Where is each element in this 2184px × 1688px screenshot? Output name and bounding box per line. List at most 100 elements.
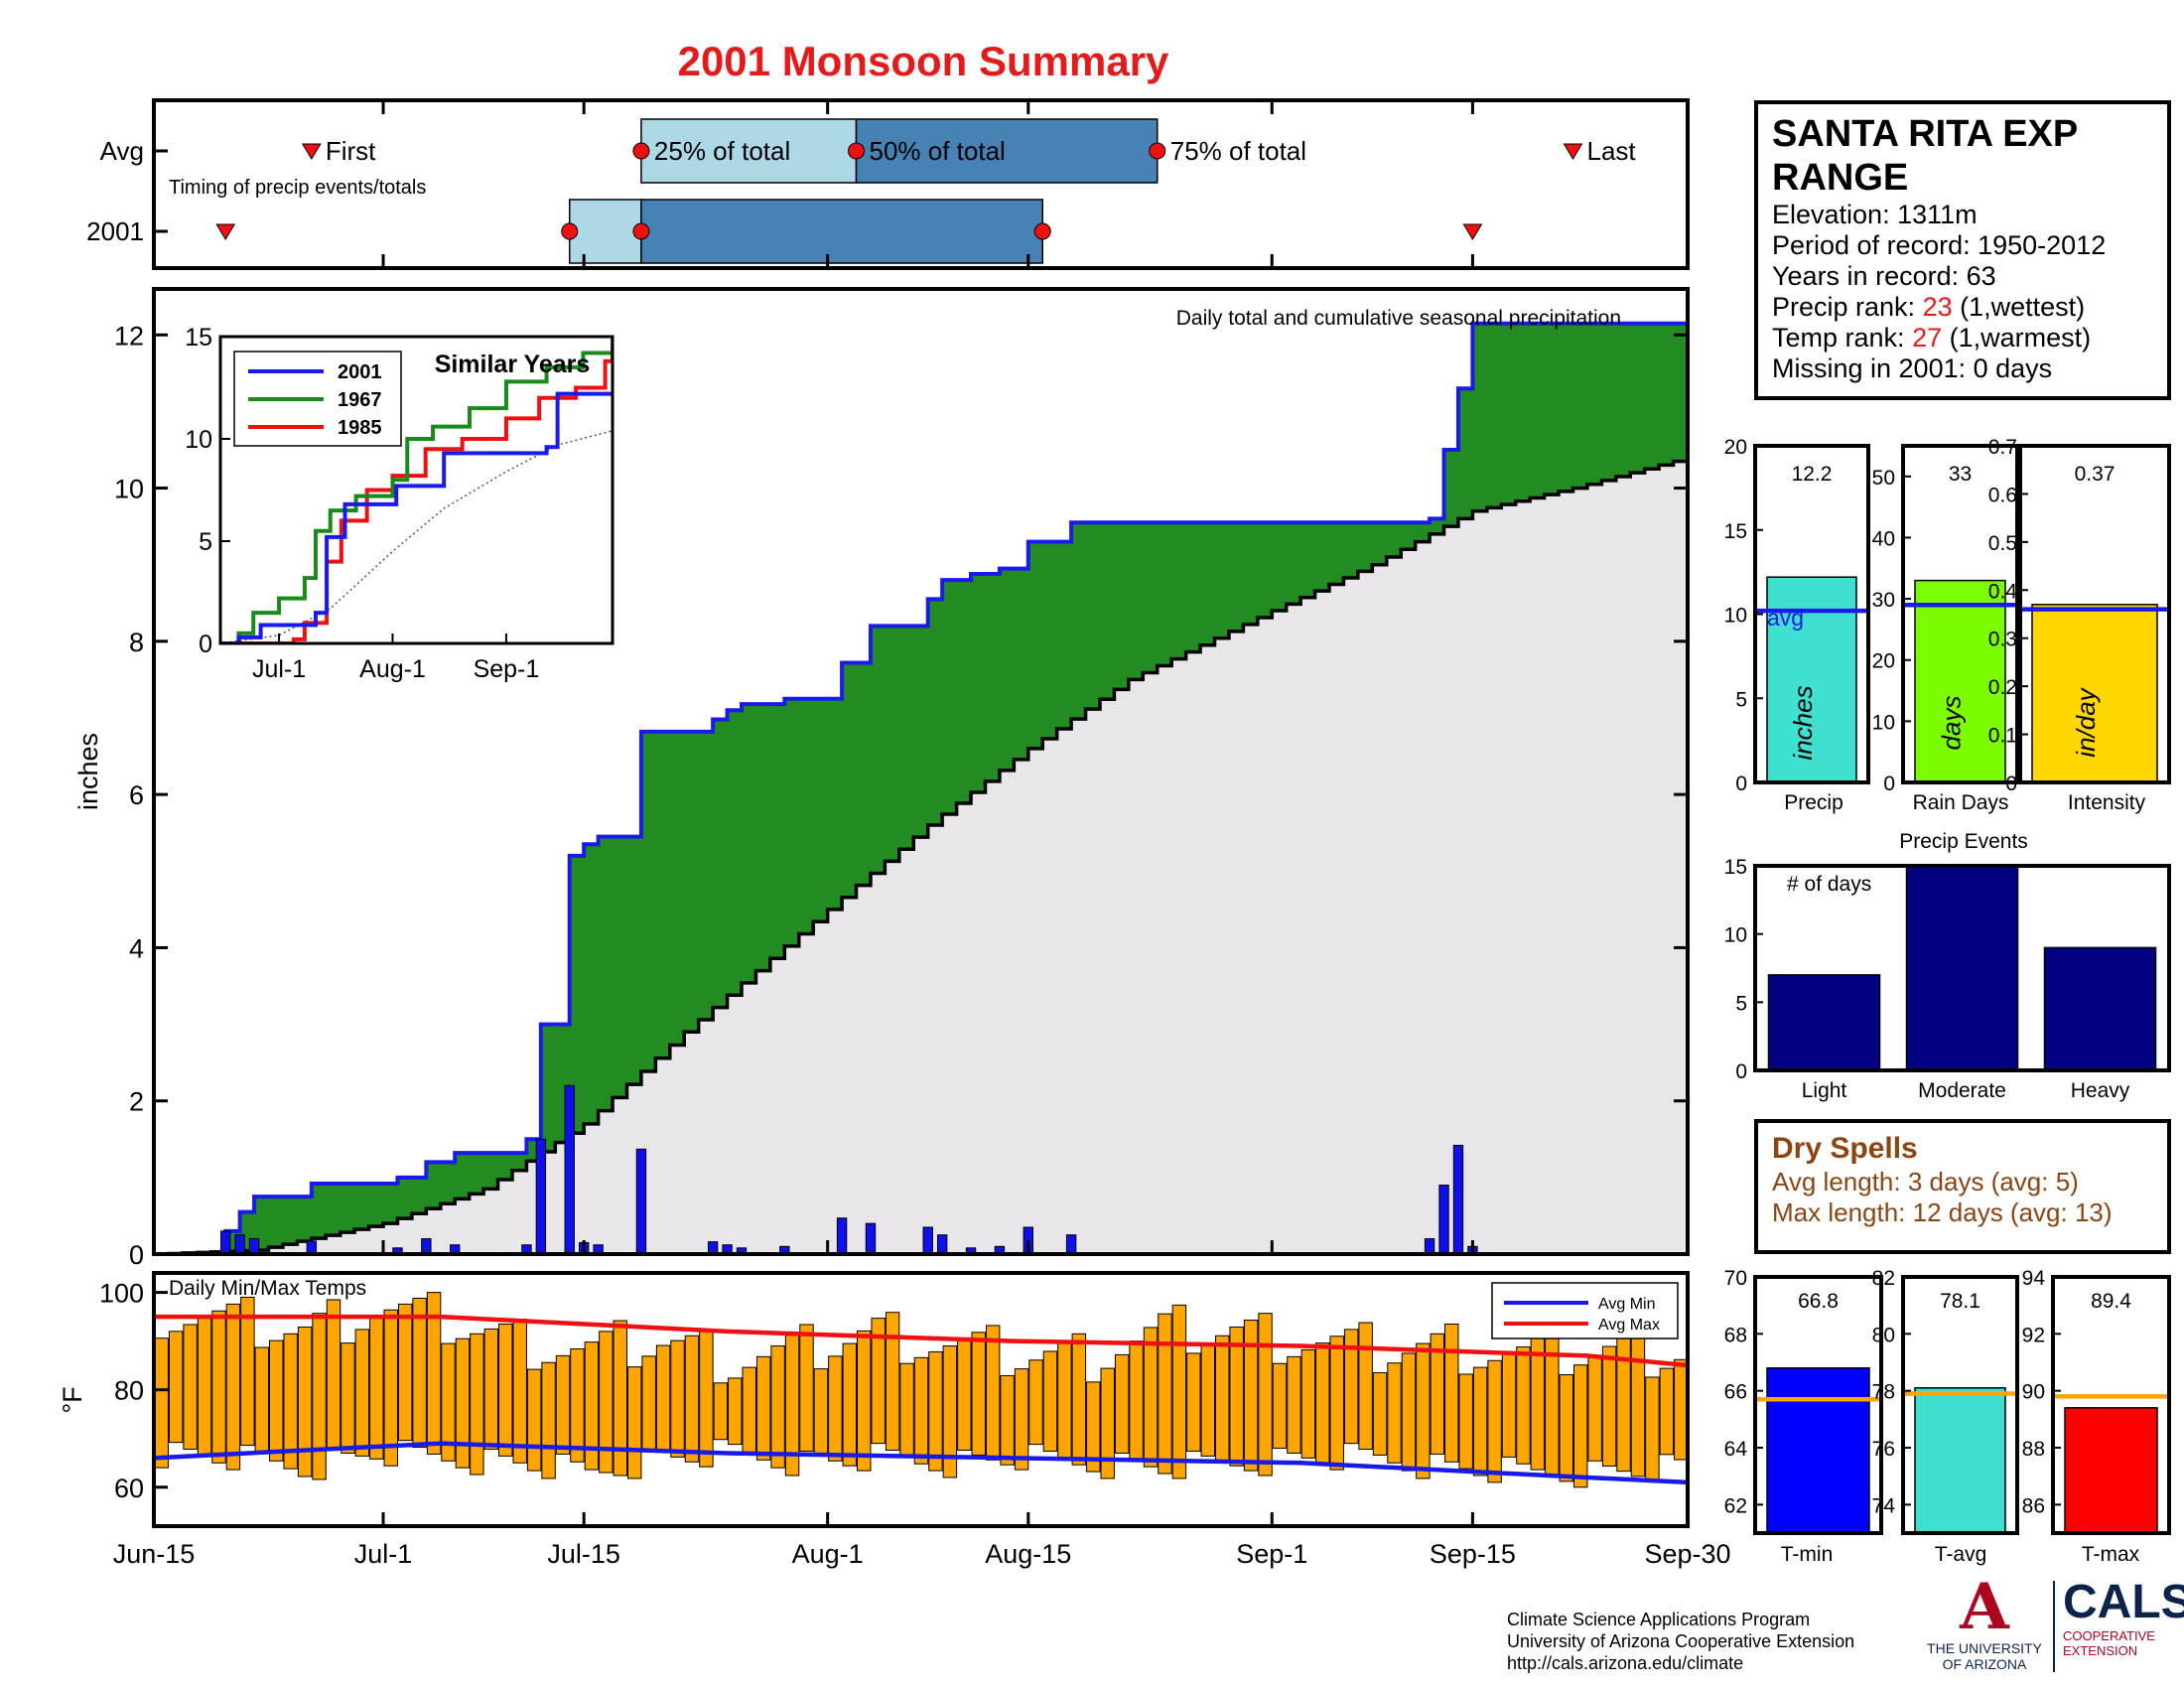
inset-plot-area xyxy=(220,337,613,643)
daily-precip-bar xyxy=(779,1245,790,1254)
y-tick-label: 10 xyxy=(114,475,144,504)
daily-temp-bar xyxy=(828,1355,843,1462)
daily-temp-bar xyxy=(1659,1367,1675,1456)
precip-rank-label: Precip rank: xyxy=(1772,292,1923,322)
tmax_mean-x-label: T-max xyxy=(2082,1543,2140,1566)
daily-precip-bar xyxy=(421,1238,432,1254)
daily-temp-bar xyxy=(197,1317,212,1457)
event-category-label: Light xyxy=(1802,1079,1847,1102)
daily-temp-bar xyxy=(857,1330,872,1472)
small-y-tick-label: 62 xyxy=(1724,1494,1747,1517)
intensity-x-label: Intensity xyxy=(2068,791,2146,814)
daily-precip-bar xyxy=(248,1238,260,1254)
daily-temp-bar xyxy=(168,1331,184,1444)
daily-temp-bar xyxy=(1000,1374,1015,1466)
daily-temp-bar xyxy=(283,1333,298,1470)
inset-frame xyxy=(218,335,614,645)
daily-temp-bar xyxy=(1215,1335,1230,1462)
daily-temp-bar xyxy=(1358,1322,1373,1451)
climatology-line xyxy=(220,430,613,643)
daily-precip-bar xyxy=(535,1138,547,1254)
tavg_mean-value-label: 78.1 xyxy=(1940,1290,1980,1313)
inset-y-tick-label: 5 xyxy=(199,528,212,556)
credits-line-2: University of Arizona Cooperative Extens… xyxy=(1507,1631,1855,1651)
daily-temp-bar xyxy=(985,1325,1001,1461)
daily-temp-bar xyxy=(655,1344,671,1453)
temp-plot-area xyxy=(154,1292,1688,1488)
credits-line-1: Climate Science Applications Program xyxy=(1507,1610,1811,1629)
daily-precip-bar xyxy=(1424,1238,1435,1254)
events-frame xyxy=(1753,864,2171,1072)
q25-q50-box xyxy=(568,199,642,264)
small-y-tick-label: 15 xyxy=(1724,520,1747,543)
intensity-panel: 0 0.1 0.2 0.3 0.4 0.5 0.6 0.7 0.37 Intensity in/da… xyxy=(1988,436,2171,814)
temp-title: Daily Min/Max Temps xyxy=(169,1277,366,1300)
events-y-tick-label: 15 xyxy=(1724,856,1747,879)
small-y-tick-label: 68 xyxy=(1724,1324,1747,1346)
daily-temp-bar xyxy=(842,1342,858,1467)
y-tick-label: 4 xyxy=(129,933,144,963)
precip_total-unit-label: inches xyxy=(1788,685,1818,760)
daily-temp-bar xyxy=(770,1345,785,1469)
daily-temp-bar xyxy=(1372,1372,1388,1456)
small-y-tick-label: 40 xyxy=(1872,527,1895,550)
daily-temp-bar xyxy=(1129,1340,1144,1461)
small-y-tick-label: 5 xyxy=(1735,688,1747,711)
daily-temp-bar xyxy=(813,1368,829,1457)
daily-temp-bar xyxy=(871,1318,886,1445)
tavg_mean-x-label: T-avg xyxy=(1935,1543,1987,1566)
daily-temp-bar xyxy=(670,1339,685,1458)
daily-temp-bar xyxy=(742,1366,756,1453)
ua-mark: A xyxy=(1960,1570,2009,1644)
daily-precip-bar xyxy=(936,1234,948,1254)
temp-rank-suffix: (1,warmest) xyxy=(1942,323,2092,352)
daily-temp-bar xyxy=(1143,1327,1159,1468)
daily-temp-bar xyxy=(1028,1359,1043,1446)
daily-temp-bar xyxy=(483,1328,499,1451)
small-y-tick-label: 30 xyxy=(1872,589,1895,612)
small-y-tick-label: 0 xyxy=(1883,773,1895,795)
first-last-marker xyxy=(301,143,322,160)
daily-temp-bar xyxy=(297,1326,313,1477)
small-y-tick-label: 70 xyxy=(1724,1267,1747,1290)
rain_days-bar xyxy=(1914,579,2006,783)
station-name: SANTA RITA EXP RANGE xyxy=(1772,113,2078,199)
cum-subtitle: Daily total and cumulative seasonal prec… xyxy=(1176,307,1621,330)
avg-max-line xyxy=(154,1314,1688,1368)
daily-temp-bar xyxy=(699,1330,714,1468)
intensity-frame xyxy=(2018,444,2171,784)
year-1985-line xyxy=(220,337,613,643)
daily-temp-bar xyxy=(1601,1345,1617,1467)
inset-y-tick-label: 10 xyxy=(185,426,212,454)
daily-temps-panel: 60 80 100 Jun-15 Jul-1 Jul-15 Aug-1 Aug-15 Sep-1… xyxy=(58,1271,1731,1569)
last-label: Last xyxy=(1586,136,1636,166)
quartile-dot xyxy=(561,222,579,240)
rain_days-unit-label: days xyxy=(1937,696,1967,751)
legend-label: 1967 xyxy=(338,389,382,411)
temp-legend xyxy=(1491,1282,1679,1339)
period-line: Period of record: 1950-2012 xyxy=(1772,230,2107,260)
years-line: Years in record: 63 xyxy=(1772,261,1996,291)
events-title: Precip Events xyxy=(1899,830,2028,853)
legend-label: 1985 xyxy=(338,417,382,439)
daily-temp-bar xyxy=(913,1356,929,1465)
cals-mark: CALS xyxy=(2063,1576,2184,1628)
q50-q75-box xyxy=(855,118,1159,184)
legend-label: 2001 xyxy=(338,361,382,383)
similar-years-inset: 0 5 10 15 Jul-1 Aug-1 Sep-1 Similar Years 2001 19… xyxy=(185,324,614,683)
temp-y-tick-label: 60 xyxy=(114,1474,144,1503)
temp-legend-label: Avg Max xyxy=(1598,1317,1660,1334)
x-tick-label: Sep-30 xyxy=(1644,1539,1730,1569)
daily-temp-bar xyxy=(1343,1329,1359,1445)
avg-min-line xyxy=(154,1441,1688,1485)
small-y-tick-label: 76 xyxy=(1872,1438,1895,1461)
precip-rank-line: Precip rank: 23 (1,wettest) xyxy=(1772,292,2153,323)
daily-temp-bar xyxy=(1401,1352,1417,1472)
q25-q50-box xyxy=(640,118,858,184)
x-tick-label: Aug-1 xyxy=(792,1539,864,1569)
year-2001-line xyxy=(220,391,613,643)
tmin_mean-frame xyxy=(1753,1275,1883,1535)
daily-temp-bar xyxy=(1472,1366,1488,1477)
timing-note: Timing of precip events/totals xyxy=(169,177,426,199)
